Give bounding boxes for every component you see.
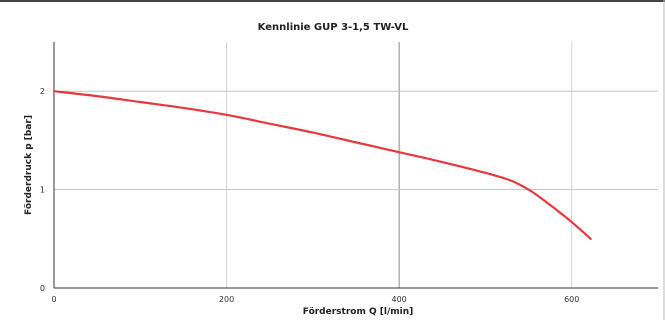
series-layer	[52, 90, 592, 240]
x-tick-label: 0	[51, 295, 56, 304]
tick-label-layer: 0 200 400 600 0 1 2	[40, 87, 579, 304]
y-axis-label: Förderdruck p [bar]	[24, 115, 34, 215]
y-tick-label: 1	[40, 186, 45, 195]
chart-title: Kennlinie GUP 3-1,5 TW-VL	[258, 22, 409, 33]
axis-layer	[53, 42, 658, 289]
x-tick-label: 600	[564, 295, 579, 304]
y-tick-label: 2	[40, 87, 45, 96]
x-tick-label: 200	[219, 295, 234, 304]
x-axis-label: Förderstrom Q [l/min]	[303, 307, 413, 317]
grid-layer	[54, 42, 658, 288]
y-tick-label: 0	[40, 284, 45, 293]
series-line	[52, 90, 592, 240]
x-tick-label: 400	[392, 295, 407, 304]
